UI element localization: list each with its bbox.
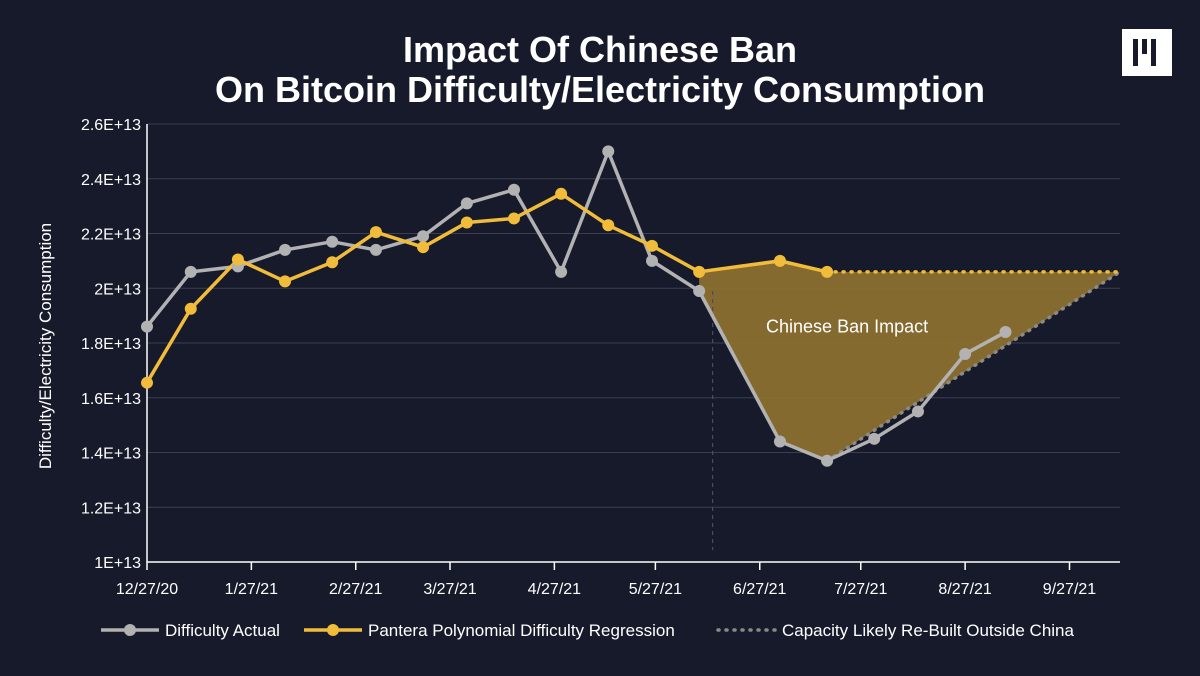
x-tick-label: 7/27/21 xyxy=(834,581,887,598)
legend-difficulty-actual-label: Difficulty Actual xyxy=(165,621,280,640)
y-tick-label: 1E+13 xyxy=(94,555,141,572)
x-tick-label: 8/27/21 xyxy=(938,581,991,598)
difficulty-actual-point xyxy=(959,347,972,360)
difficulty-actual-point xyxy=(646,254,659,267)
regression-point xyxy=(231,253,244,266)
regression-point xyxy=(821,265,834,278)
x-tick-label: 4/27/21 xyxy=(528,581,581,598)
x-tick-label: 2/27/21 xyxy=(329,581,382,598)
difficulty-actual-point xyxy=(417,230,430,243)
chart-title-line-1: Impact Of Chinese Ban xyxy=(402,29,798,70)
difficulty-actual-point xyxy=(279,243,292,256)
difficulty-actual-point xyxy=(460,197,473,210)
regression-point xyxy=(369,226,382,239)
difficulty-actual-point xyxy=(369,243,382,256)
x-tick-label: 3/27/21 xyxy=(423,581,476,598)
difficulty-actual-point xyxy=(184,265,197,278)
pantera-logo-glyph xyxy=(1133,39,1156,66)
difficulty-actual-point xyxy=(326,235,339,248)
difficulty-actual-point xyxy=(773,435,786,448)
capacity-series-line xyxy=(825,270,1122,463)
legend-regression-swatch-marker xyxy=(327,624,339,636)
regression-point xyxy=(555,187,568,200)
regression-point xyxy=(326,256,339,269)
pantera-logo-icon xyxy=(1122,29,1172,76)
difficulty-actual-point xyxy=(868,432,881,445)
legend-regression-label: Pantera Polynomial Difficulty Regression xyxy=(368,621,675,640)
x-tick-label: 12/27/20 xyxy=(116,581,178,598)
regression-point xyxy=(460,216,473,229)
regression-point xyxy=(417,241,430,254)
difficulty-actual-point xyxy=(507,183,520,196)
y-tick-label: 2E+13 xyxy=(94,281,141,298)
y-tick-label: 1.8E+13 xyxy=(81,336,141,353)
chart-title-line-2: On Bitcoin Difficulty/Electricity Consum… xyxy=(214,69,986,110)
x-tick-label: 1/27/21 xyxy=(225,581,278,598)
y-tick-label: 1.4E+13 xyxy=(81,446,141,463)
y-tick-label: 1.2E+13 xyxy=(81,500,141,517)
regression-point xyxy=(646,239,659,252)
chart-title: Impact Of Chinese Ban On Bitcoin Difficu… xyxy=(0,30,1200,110)
y-tick-label: 2.4E+13 xyxy=(81,172,141,189)
y-tick-label: 2.6E+13 xyxy=(81,117,141,134)
difficulty-actual-point xyxy=(555,265,568,278)
regression-point xyxy=(773,254,786,267)
ban-impact-label: Chinese Ban Impact xyxy=(766,317,928,337)
legend-difficulty-actual-swatch-marker xyxy=(124,624,136,636)
legend-capacity-label: Capacity Likely Re-Built Outside China xyxy=(782,621,1075,640)
regression-point xyxy=(507,212,520,225)
x-tick-label: 9/27/21 xyxy=(1043,581,1096,598)
ban-impact-area xyxy=(699,260,1120,461)
difficulty-actual-point xyxy=(821,454,834,467)
difficulty-actual-point xyxy=(911,405,924,418)
y-tick-label: 1.6E+13 xyxy=(81,391,141,408)
y-tick-label: 2.2E+13 xyxy=(81,227,141,244)
regression-point xyxy=(693,265,706,278)
y-axis-title: Difficulty/Electricity Consumption xyxy=(36,223,55,469)
difficulty-actual-point xyxy=(693,284,706,297)
regression-point xyxy=(602,219,615,232)
difficulty-actual-point xyxy=(141,320,153,333)
difficulty-actual-point xyxy=(999,326,1012,339)
x-tick-label: 6/27/21 xyxy=(733,581,786,598)
difficulty-actual-point xyxy=(602,145,615,158)
regression-point xyxy=(184,302,197,315)
regression-point xyxy=(279,275,292,288)
x-tick-label: 5/27/21 xyxy=(629,581,682,598)
regression-point xyxy=(141,376,153,389)
